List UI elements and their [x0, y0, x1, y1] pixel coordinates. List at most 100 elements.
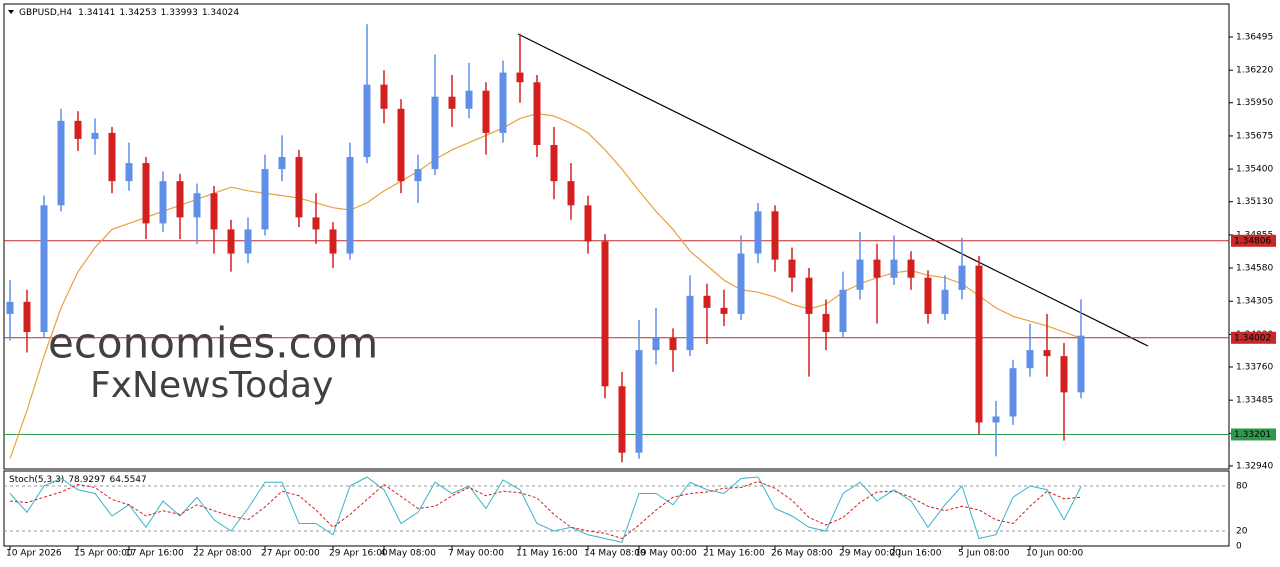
candle-body	[448, 96, 456, 109]
candle-body	[958, 265, 966, 290]
y-tick-label: 1.35130	[1236, 197, 1273, 207]
candle-body	[567, 181, 575, 206]
y-tick-label: 1.32940	[1236, 461, 1273, 471]
candle-body	[57, 120, 65, 206]
header-value: 1.34024	[202, 8, 239, 18]
candle-body	[363, 84, 371, 158]
main-panel	[3, 3, 1230, 470]
candle-body	[618, 386, 626, 453]
x-tick-label: 17 Apr 16:00	[125, 549, 184, 559]
x-tick-label: 26 May 08:00	[771, 549, 833, 559]
stoch-line	[9, 476, 1082, 543]
candle-body	[465, 90, 473, 109]
candle-body	[40, 205, 48, 333]
candle-body	[108, 132, 116, 182]
candle-body	[533, 82, 541, 145]
candle-body	[601, 241, 609, 387]
candle-body	[703, 295, 711, 308]
candle-body	[856, 259, 864, 290]
x-tick-label: 19 May 00:00	[635, 549, 697, 559]
trendline	[517, 33, 1149, 347]
candle-body	[210, 193, 218, 230]
y-tick-label: 1.33485	[1236, 396, 1273, 406]
candle-body	[125, 163, 133, 182]
candle-body	[550, 144, 558, 182]
candle-body	[907, 259, 915, 278]
candle-body	[431, 96, 439, 170]
level-tag	[1231, 428, 1276, 441]
candle-body	[74, 120, 82, 139]
header-value: 1.33993	[161, 8, 198, 18]
header: GBPUSD,H4 1.34141 1.34253 1.33993 1.34024	[19, 8, 239, 18]
candle-body	[516, 72, 524, 83]
candle-body	[227, 229, 235, 254]
candle-body	[1060, 356, 1068, 393]
level-tag	[1231, 234, 1276, 247]
candle-body	[805, 277, 813, 314]
y-tick-label: 1.35675	[1236, 131, 1273, 141]
stoch-value: 78.9297	[68, 475, 105, 485]
candle-body	[771, 211, 779, 260]
candle-body	[142, 163, 150, 224]
stoch-panel	[3, 470, 1230, 547]
candle-body	[941, 289, 949, 314]
candle-body	[788, 259, 796, 278]
level-tag	[1231, 331, 1276, 344]
y-tick-label: 1.33760	[1236, 363, 1273, 373]
candle-body	[669, 338, 677, 351]
candle-body	[635, 350, 643, 453]
x-tick-label: 10 Apr 2026	[6, 549, 62, 559]
candle-body	[193, 193, 201, 218]
candle-body	[380, 84, 388, 109]
candle-body	[992, 416, 1000, 423]
candle-body	[244, 229, 252, 254]
x-tick-label: 21 May 16:00	[703, 549, 765, 559]
menu-arrow	[8, 10, 14, 14]
candle-body	[754, 211, 762, 254]
x-tick-label: 5 Jun 08:00	[958, 549, 1010, 559]
symbol: GBPUSD,H4	[19, 8, 72, 18]
candle-body	[890, 259, 898, 278]
candle-body	[176, 181, 184, 218]
candle-body	[261, 169, 269, 230]
candle-body	[652, 338, 660, 351]
candle-body	[295, 157, 303, 218]
watermark-text: economies.com	[48, 319, 378, 368]
y-tick-label: 1.35950	[1236, 98, 1273, 108]
candle-body	[6, 301, 14, 314]
candle-body	[1077, 335, 1085, 393]
candle-body	[1009, 368, 1017, 417]
candle-body	[499, 72, 507, 133]
x-tick-label: 4 May 08:00	[380, 549, 436, 559]
x-tick-label: 7 May 00:00	[448, 549, 504, 559]
candle-body	[1043, 350, 1051, 357]
candle-body	[23, 301, 31, 333]
x-tick-label: 29 Apr 16:00	[329, 549, 388, 559]
header-value: 1.34253	[119, 8, 156, 18]
level-label: 1.33201	[1234, 430, 1271, 440]
x-tick-label: 29 May 00:00	[839, 549, 901, 559]
moving-average	[9, 112, 1082, 459]
candle-body	[822, 313, 830, 333]
stoch-title: Stoch(5,3,3)	[9, 475, 64, 485]
candle-body	[873, 259, 881, 278]
stoch-tick-label: 0	[1236, 542, 1242, 552]
level-label: 1.34806	[1234, 236, 1271, 246]
candle-body	[1026, 350, 1034, 369]
candle-body	[839, 289, 847, 333]
candle-body	[482, 90, 490, 133]
candle-body	[91, 132, 99, 139]
candle-body	[737, 253, 745, 314]
candle-body	[720, 307, 728, 314]
candle-body	[346, 157, 354, 254]
candle-body	[312, 217, 320, 230]
x-tick-label: 22 Apr 08:00	[193, 549, 252, 559]
stoch-header: Stoch(5,3,3) 78.9297 64.5547	[9, 475, 147, 485]
watermark-text: FxNewsToday	[90, 365, 333, 406]
y-tick-label: 1.36220	[1236, 66, 1273, 76]
stoch-tick-label: 80	[1236, 482, 1248, 492]
x-tick-label: 27 Apr 00:00	[261, 549, 320, 559]
stoch-tick-label: 20	[1236, 527, 1248, 537]
